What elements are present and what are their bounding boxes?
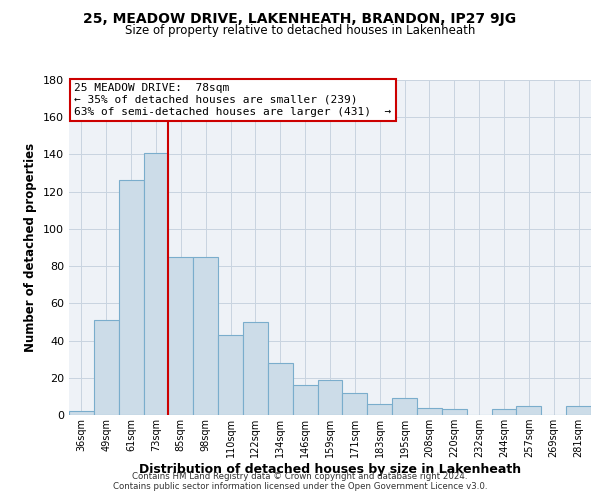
- Bar: [268, 363, 293, 415]
- Bar: [218, 335, 243, 415]
- Bar: [119, 180, 143, 415]
- Bar: [491, 410, 517, 415]
- Text: Contains public sector information licensed under the Open Government Licence v3: Contains public sector information licen…: [113, 482, 487, 491]
- Bar: [392, 398, 417, 415]
- Bar: [293, 385, 317, 415]
- Text: 25, MEADOW DRIVE, LAKENHEATH, BRANDON, IP27 9JG: 25, MEADOW DRIVE, LAKENHEATH, BRANDON, I…: [83, 12, 517, 26]
- X-axis label: Distribution of detached houses by size in Lakenheath: Distribution of detached houses by size …: [139, 463, 521, 476]
- Text: Contains HM Land Registry data © Crown copyright and database right 2024.: Contains HM Land Registry data © Crown c…: [132, 472, 468, 481]
- Bar: [243, 322, 268, 415]
- Bar: [343, 392, 367, 415]
- Y-axis label: Number of detached properties: Number of detached properties: [25, 143, 37, 352]
- Bar: [193, 257, 218, 415]
- Bar: [566, 406, 591, 415]
- Bar: [94, 320, 119, 415]
- Bar: [169, 257, 193, 415]
- Text: 25 MEADOW DRIVE:  78sqm
← 35% of detached houses are smaller (239)
63% of semi-d: 25 MEADOW DRIVE: 78sqm ← 35% of detached…: [74, 84, 391, 116]
- Bar: [442, 410, 467, 415]
- Bar: [69, 412, 94, 415]
- Bar: [317, 380, 343, 415]
- Text: Size of property relative to detached houses in Lakenheath: Size of property relative to detached ho…: [125, 24, 475, 37]
- Bar: [143, 152, 169, 415]
- Bar: [517, 406, 541, 415]
- Bar: [367, 404, 392, 415]
- Bar: [417, 408, 442, 415]
